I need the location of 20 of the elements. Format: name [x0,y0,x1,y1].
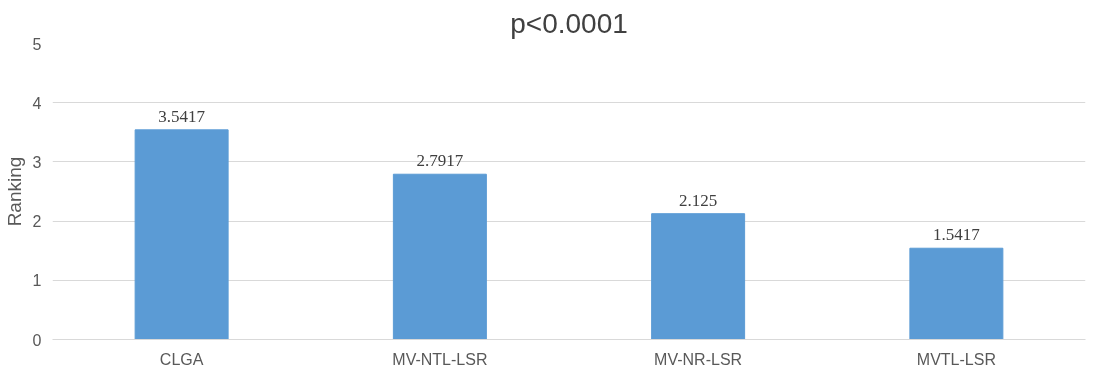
bar [392,173,487,340]
bar [134,129,229,340]
y-tick-label: 0 [32,331,42,349]
y-tick-label: 2 [32,213,42,231]
y-tick-label: 5 [32,35,42,53]
data-label: 2.7917 [416,151,464,171]
bar [651,213,746,340]
data-label: 2.125 [679,190,718,210]
data-label: 1.5417 [933,225,981,245]
chart-title: p<0.0001 [510,7,628,39]
x-tick-label: MV-NTL-LSR [392,350,488,368]
y-tick-label: 1 [32,272,42,290]
x-tick-label: CLGA [159,350,204,368]
y-tick-label: 4 [32,94,42,112]
data-label: 3.5417 [158,106,206,126]
y-tick-label: 3 [32,153,42,171]
bar [909,247,1004,340]
x-tick-label: MV-NR-LSR [654,350,743,368]
x-tick-label: MVTL-LSR [916,350,996,368]
y-axis-title: Ranking [3,156,25,227]
